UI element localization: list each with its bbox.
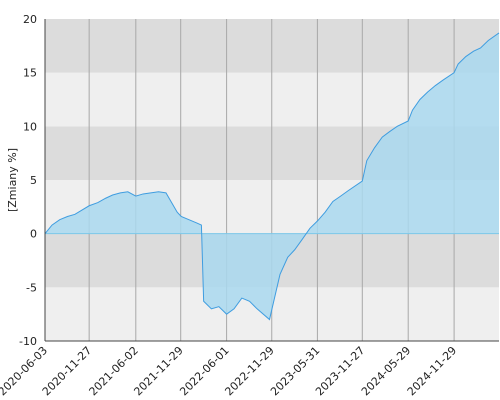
y-tick-label: -10: [19, 335, 37, 348]
y-tick-label: 15: [23, 67, 37, 80]
y-tick-label: 0: [30, 228, 37, 241]
x-tick-label: 2024-11-29: [405, 344, 459, 398]
y-tick-label: 5: [30, 174, 37, 187]
y-axis-label: [Zmiany %]: [6, 148, 19, 212]
line: [44, 32, 500, 321]
y-tick-label: -5: [26, 281, 37, 294]
area-fill: [45, 32, 499, 320]
y-tick-label: 20: [23, 13, 37, 26]
y-tick-label: 10: [23, 120, 37, 133]
